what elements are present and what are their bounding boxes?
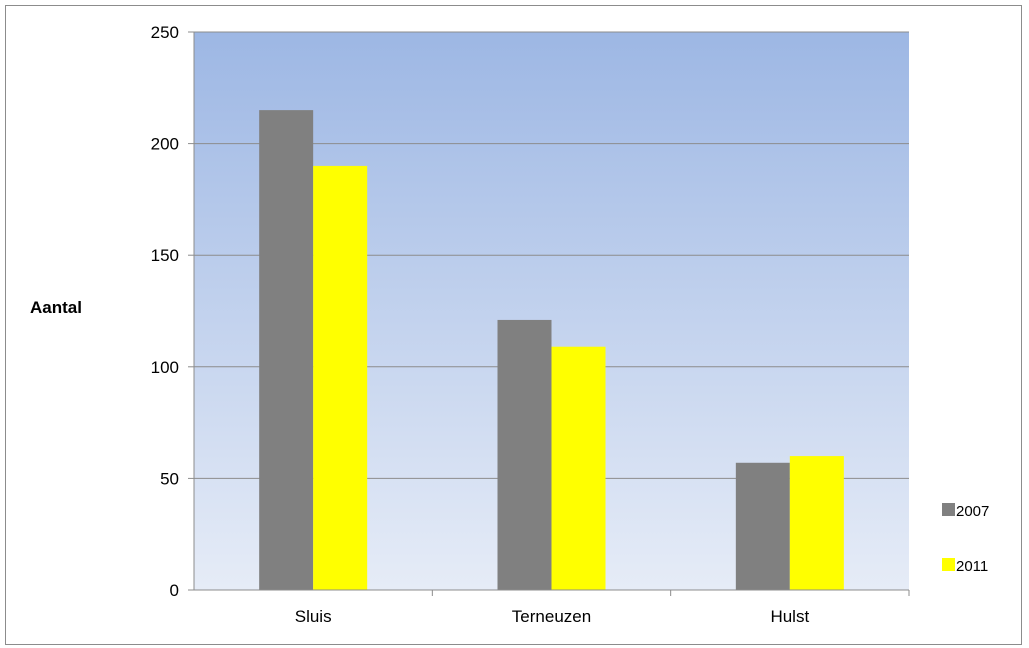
- legend: 2007 2011: [942, 503, 989, 575]
- legend-swatch-2007: [942, 503, 955, 516]
- bar-2007-sluis: [259, 110, 314, 591]
- bars: [259, 110, 844, 591]
- bar-2007-hulst: [735, 462, 790, 590]
- axes: [188, 31, 910, 596]
- y-axis-label: Aantal: [30, 298, 82, 317]
- legend-swatch-2011: [942, 558, 955, 571]
- y-tick-label: 250: [151, 23, 179, 42]
- x-tick-label: Terneuzen: [512, 607, 591, 626]
- y-tick-labels: 0 50 100 150 200 250: [151, 23, 179, 600]
- y-tick-label: 100: [151, 358, 179, 377]
- y-tick-label: 50: [160, 469, 179, 488]
- y-tick-label: 200: [151, 135, 179, 154]
- legend-label: 2011: [956, 558, 988, 575]
- bar-2011-terneuzen: [551, 346, 606, 590]
- x-tick-labels: Sluis Terneuzen Hulst: [295, 607, 810, 626]
- bar-2007-terneuzen: [497, 319, 552, 590]
- bar-2011-hulst: [789, 456, 844, 590]
- bar-2011-sluis: [313, 165, 368, 591]
- y-tick-label: 0: [170, 581, 179, 600]
- legend-label: 2007: [956, 503, 989, 520]
- y-tick-label: 150: [151, 246, 179, 265]
- x-tick-label: Sluis: [295, 607, 332, 626]
- x-tick-label: Hulst: [770, 607, 809, 626]
